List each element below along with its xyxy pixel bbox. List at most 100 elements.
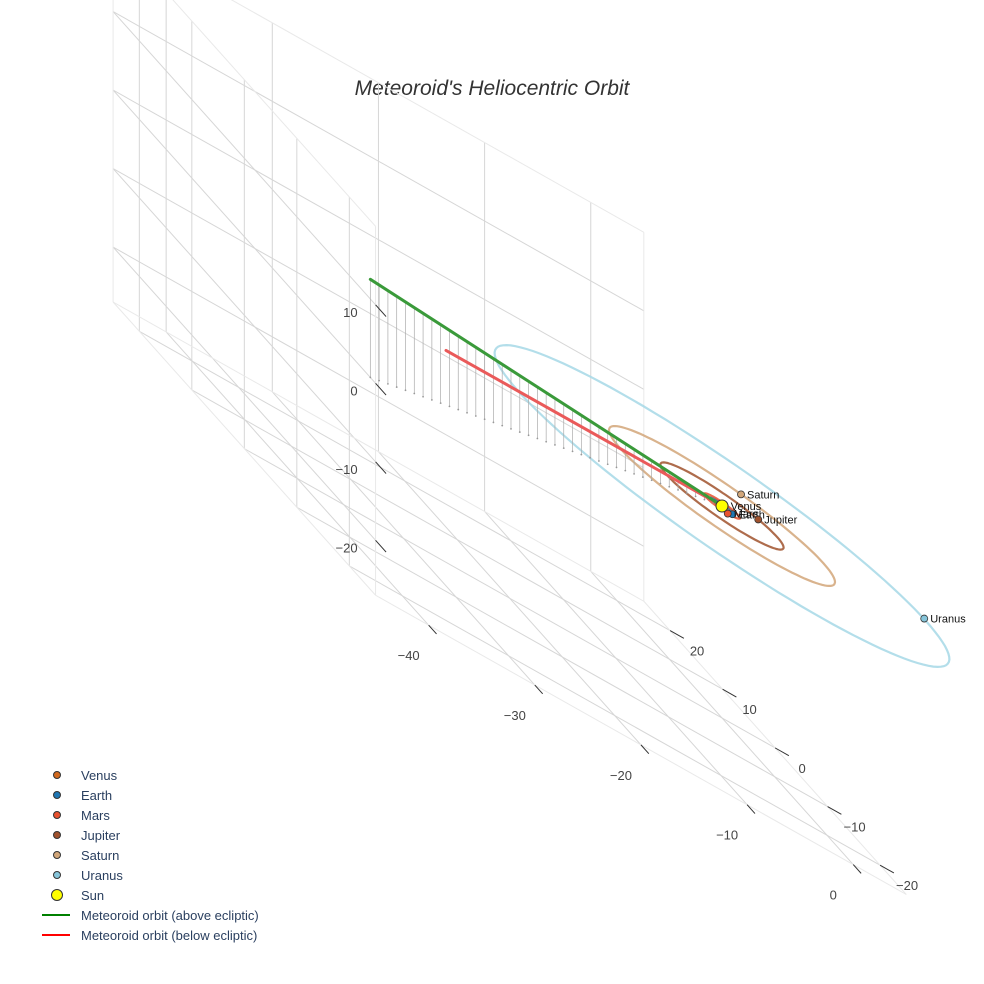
drop-point [615, 466, 618, 469]
legend-marker-icon [40, 805, 74, 825]
x-axis-tick-label: −10 [716, 828, 738, 843]
axis-tick-layer: −40 −30 −20 −10 0 −20 −10 0 10 20 −20 −10 0 10 [336, 304, 918, 903]
wall-grid-z [112, 11, 645, 312]
planet-uranus [920, 614, 929, 623]
legend-label: Mars [81, 807, 110, 823]
legend-item[interactable]: Venus [40, 765, 259, 785]
drop-point [624, 469, 627, 472]
y-axis-tick-label: 20 [690, 644, 704, 659]
x-axis-tick [640, 744, 650, 755]
floor-grid-y [139, 330, 671, 632]
drop-point [589, 456, 592, 459]
drop-point [554, 444, 556, 446]
drop-point [430, 399, 433, 401]
box-edge [112, 301, 645, 602]
legend-label: Meteoroid orbit (above ecliptic) [81, 907, 259, 923]
legend-item[interactable]: Uranus [40, 865, 259, 885]
z-axis-tick-label: 0 [350, 383, 357, 398]
drop-point [510, 427, 512, 430]
planet-label-mars: Mars [734, 509, 759, 521]
legend: Venus Earth Mars Jupiter Saturn Uranus Sun Mete… [40, 765, 259, 945]
y-axis-tick-label: 0 [798, 761, 805, 776]
floor-grid-y [296, 506, 828, 807]
y-axis-tick-label: −10 [844, 820, 866, 835]
legend-item[interactable]: Meteoroid orbit (below ecliptic) [40, 925, 259, 945]
x-axis-tick [534, 684, 544, 695]
drop-point [668, 485, 671, 488]
drop-point [677, 489, 679, 491]
legend-item[interactable]: Saturn [40, 845, 259, 865]
legend-item[interactable]: Sun [40, 885, 259, 905]
drop-point [387, 382, 389, 385]
x-axis-tick-label: 0 [830, 888, 837, 903]
drop-point [501, 424, 504, 427]
planet-label-saturn: Saturn [747, 489, 779, 501]
z-axis-tick-label: −10 [336, 462, 358, 477]
y-axis-tick [669, 630, 685, 639]
wall-grid-z [112, 168, 645, 469]
chart-title: Meteoroid's Heliocentric Orbit [355, 77, 631, 100]
legend-line-icon [40, 925, 74, 945]
drop-point [580, 453, 583, 456]
floor-grid-y [349, 565, 881, 866]
drop-point [598, 460, 600, 462]
drop-point [650, 479, 653, 482]
z-axis-tick [375, 382, 387, 396]
drop-point [378, 379, 381, 382]
drop-point [518, 431, 521, 433]
wall-grid-z [112, 89, 376, 384]
wall-grid-z [112, 11, 376, 306]
legend-item[interactable]: Meteoroid orbit (above ecliptic) [40, 905, 259, 925]
legend-label: Saturn [81, 847, 120, 863]
x-axis-tick [746, 804, 756, 814]
legend-label: Meteoroid orbit (below ecliptic) [81, 927, 258, 943]
drop-point [536, 437, 539, 440]
y-axis-tick [722, 688, 737, 698]
drop-point [562, 447, 565, 450]
legend-marker-icon [40, 845, 74, 865]
z-axis-tick [375, 539, 387, 553]
drop-point [685, 492, 688, 495]
drop-point [439, 402, 442, 405]
floor-grid-y [191, 389, 723, 690]
meteoroid-orbit-below [444, 348, 724, 508]
grid-layer [112, 0, 907, 895]
x-axis-tick [852, 864, 862, 874]
legend-marker-icon [40, 885, 74, 905]
meteoroid-layer [368, 277, 724, 508]
drop-point [492, 421, 495, 424]
drop-point [703, 498, 706, 501]
y-axis-tick [827, 806, 842, 815]
legend-label: Venus [81, 767, 118, 783]
meteoroid-orbit-above [368, 277, 724, 508]
drop-point [395, 386, 398, 388]
legend-marker-icon [40, 865, 74, 885]
drop-point [413, 392, 416, 395]
box-edge [112, 301, 376, 596]
box-edge [172, 0, 376, 227]
planet-jupiter [754, 515, 763, 524]
z-axis-tick [375, 304, 387, 317]
legend-item[interactable]: Jupiter [40, 825, 259, 845]
z-axis-tick [375, 461, 387, 474]
floor-grid-y [244, 448, 776, 749]
drop-point [527, 434, 530, 437]
wall-grid-z [112, 246, 376, 541]
drop-point [633, 472, 635, 475]
box-edge [230, 0, 645, 233]
x-axis-tick-label: −30 [504, 708, 526, 723]
y-axis-tick-label: −20 [896, 878, 918, 893]
planet-label-uranus: Uranus [930, 614, 966, 626]
legend-line-icon [40, 905, 74, 925]
drop-point [694, 495, 697, 498]
drop-point [474, 415, 477, 417]
legend-marker-icon [40, 825, 74, 845]
drop-point [457, 408, 460, 411]
wall-grid-z [112, 168, 376, 463]
drop-point [483, 418, 486, 421]
drop-point [466, 411, 468, 414]
legend-item[interactable]: Earth [40, 785, 259, 805]
legend-item[interactable]: Mars [40, 805, 259, 825]
drop-point [571, 450, 574, 453]
